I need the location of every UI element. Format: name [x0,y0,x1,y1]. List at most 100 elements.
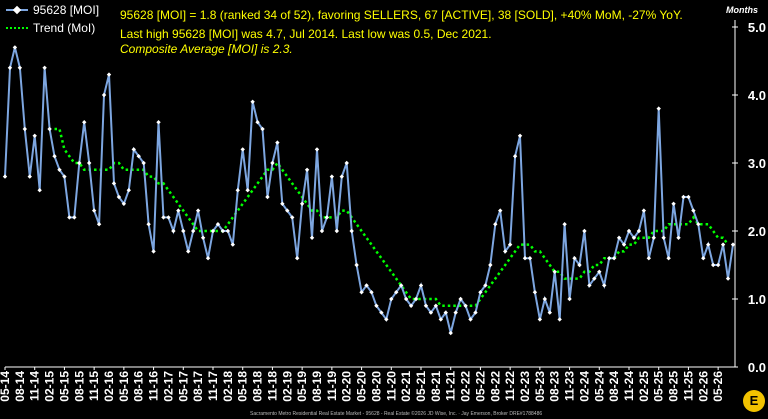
x-tick-label-minor: 02-20 [340,371,354,402]
moi-point [245,188,250,193]
x-tick-label-minor: 02-17 [161,371,175,402]
moi-point [696,222,701,227]
moi-point [498,208,503,213]
moi-point [290,215,295,220]
x-tick-label-minor: 02-16 [102,371,116,402]
moi-point [57,167,62,172]
x-tick-label: 11-22 [503,371,517,401]
moi-point [676,235,681,240]
moi-point [691,208,696,213]
moi-point [502,249,508,254]
trend-line [54,127,730,308]
x-tick-label-minor: 02-15 [43,371,57,402]
moi-point [473,310,478,315]
x-tick-label-minor: 08-22 [488,371,502,402]
moi-point [681,194,686,200]
x-tick-label-minor: 08-18 [251,371,265,402]
moi-point [101,92,107,98]
moi-point [215,222,221,227]
moi-point [631,235,637,240]
moi-point [706,242,711,247]
trend-series [54,127,730,308]
moi-point [592,276,597,281]
moi-point [626,228,632,234]
moi-point [587,283,592,288]
moi-point [2,174,8,179]
moi-point [433,303,439,308]
info-high-low: Last high 95628 [MOI] was 4.7, Jul 2014.… [120,27,492,41]
moi-point [686,194,691,200]
moi-point [82,120,87,125]
moi-point [389,296,394,302]
moi-point [542,296,548,302]
moi-point [602,283,607,288]
moi-point [136,154,141,159]
moi-point [453,310,458,315]
moi-point [116,194,122,200]
moi-point [62,174,67,179]
moi-point [413,296,419,302]
moi-point [186,249,191,254]
moi-point [151,249,156,254]
moi-series [2,45,736,336]
moi-point [319,228,325,234]
moi-point [12,45,18,50]
moi-point [52,154,57,159]
x-tick-label: 05-18 [236,371,250,402]
x-tick-label-minor: 02-24 [577,371,591,402]
y-tick-label: 2.0 [748,224,766,239]
moi-point [285,208,290,213]
moi-point [463,303,468,308]
x-tick-label-minor: 08-14 [13,371,27,402]
moi-line [4,47,734,334]
moi-point [379,310,384,315]
x-tick-label-minor: 08-19 [310,371,324,402]
x-tick-label: 05-21 [414,371,428,402]
x-tick-label: 05-20 [355,371,369,402]
moi-point [37,188,42,193]
moi-point [438,317,444,322]
moi-point [181,228,186,234]
moi-point [146,222,151,227]
moi-point [448,330,453,336]
moi-point [725,276,731,281]
moi-point [131,147,136,152]
x-tick-label: 05-25 [652,371,666,402]
moi-point [250,99,255,104]
moi-point [22,126,28,132]
moi-point [106,72,112,77]
x-tick-label-minor: 08-17 [191,371,205,402]
moi-point [408,303,414,308]
moi-point [572,256,577,261]
moi-point [562,222,567,227]
moi-point [334,228,340,234]
moi-point [240,147,245,152]
moi-point [364,283,369,288]
moi-point [280,201,285,206]
x-tick-label-minor: 02-25 [637,371,651,402]
moi-point [398,283,404,288]
y-tick-label: 0.0 [748,360,766,375]
moi-point [443,310,448,315]
moi-point [522,256,528,261]
x-tick-label-minor: 08-25 [667,371,681,402]
moi-point [339,174,344,179]
moi-point [710,262,716,268]
moi-point [304,167,310,172]
moi-point [552,269,557,274]
moi-point [701,256,706,261]
moi-point [235,188,240,193]
moi-point [205,256,211,261]
moi-point [200,235,206,240]
y-tick-label: 5.0 [748,20,766,35]
moi-point [166,215,171,220]
x-tick-label: 11-14 [28,371,42,401]
info-composite-average: Composite Average [MOI] is 2.3. [120,42,293,56]
legend-swatch-trend [6,23,28,33]
moi-point [488,262,493,268]
x-tick-label: 11-25 [681,371,695,401]
moi-point [299,201,305,206]
x-tick-label: 05-23 [533,371,547,402]
moi-point [423,303,429,308]
x-tick-label: 11-16 [147,371,161,401]
